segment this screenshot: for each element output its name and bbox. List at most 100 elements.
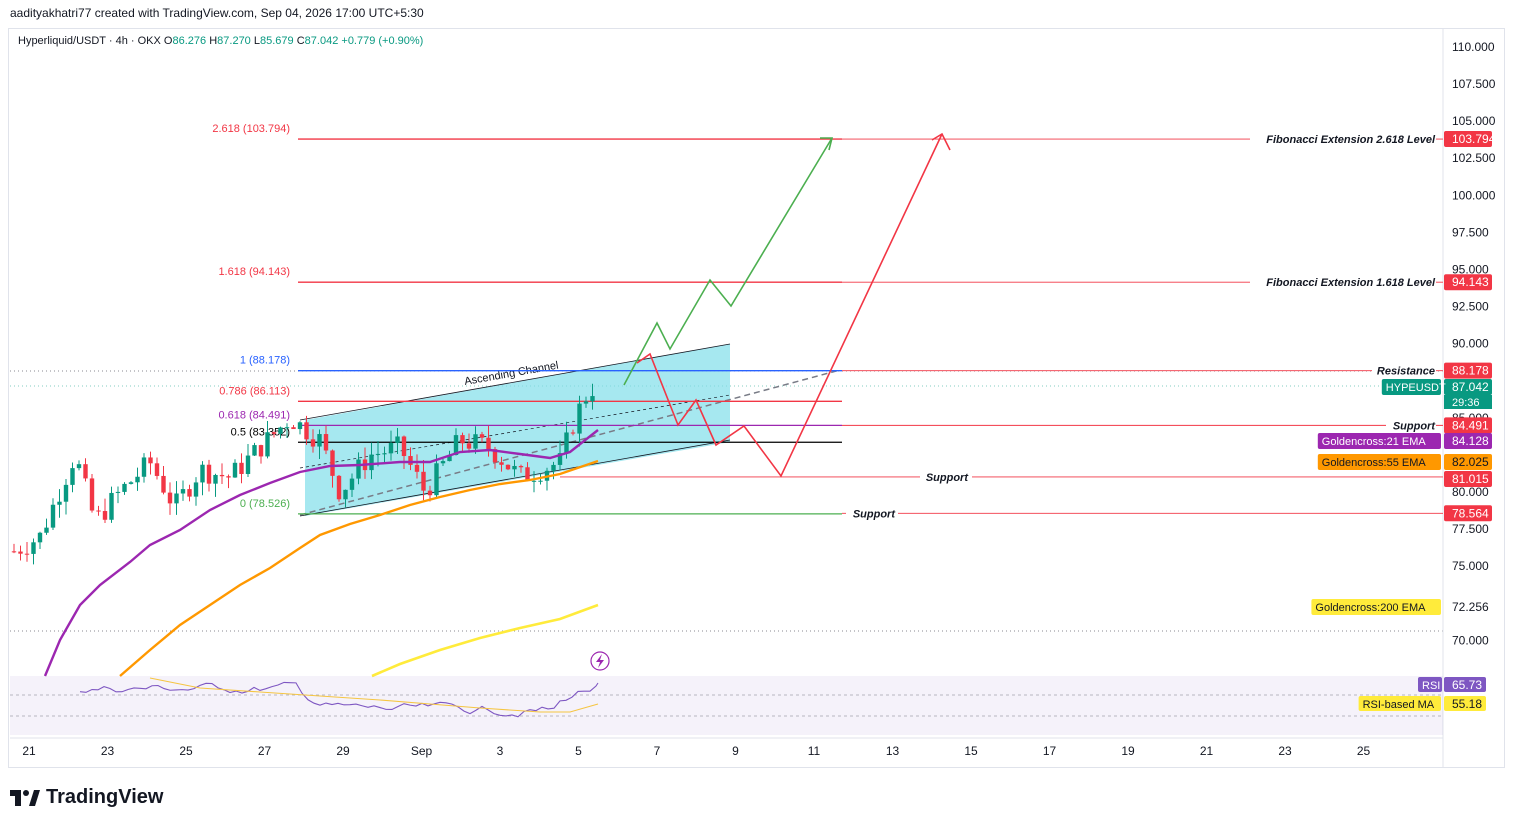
price-tag — [1444, 471, 1492, 487]
fib-level-label: 0 (78.526) — [240, 498, 290, 510]
candle-body — [499, 462, 504, 465]
candle-body — [388, 442, 394, 454]
tradingview-logo[interactable]: TradingView — [10, 786, 163, 809]
candle-body — [401, 436, 407, 457]
candle-body — [252, 445, 257, 456]
time-tick-label: 9 — [732, 744, 739, 758]
candle-body — [278, 427, 283, 434]
close-label: C — [296, 35, 305, 47]
rsi-ma-line — [149, 677, 599, 713]
price-tag-label: 81.015 — [1452, 472, 1489, 486]
low-label: L — [253, 35, 260, 47]
candle-body — [258, 445, 264, 457]
candle-body — [141, 457, 147, 477]
candle-body — [310, 439, 316, 447]
candle-body — [570, 432, 576, 434]
price-tag — [1444, 379, 1492, 395]
price-tag — [1444, 433, 1492, 449]
indicator-name-tag — [1311, 599, 1441, 615]
price-tag-label: 87.042 — [1452, 380, 1489, 394]
candle-body — [583, 401, 589, 404]
channel-lower-line — [299, 439, 731, 517]
rsi-ma-value-tag — [1444, 696, 1486, 711]
candle-body — [330, 450, 335, 476]
candle-body — [453, 435, 459, 455]
candle-body — [122, 483, 127, 492]
candle-body — [505, 464, 511, 470]
price-tag-label: 88.178 — [1452, 364, 1489, 378]
candle-body — [440, 461, 446, 464]
candle-body — [304, 422, 309, 440]
candle-body — [18, 551, 23, 554]
candle-body — [63, 484, 69, 502]
candle-body — [174, 493, 179, 504]
candle-body — [590, 396, 595, 402]
candle-body — [128, 482, 134, 484]
candle-body — [323, 434, 329, 451]
candle-body — [297, 422, 303, 430]
candle-body — [434, 463, 439, 496]
symbol-name[interactable]: Hyperliquid/USDT · 4h · OKX — [18, 35, 161, 47]
time-tick-label: 19 — [1121, 744, 1135, 758]
price-tag-label: 84.491 — [1452, 418, 1489, 432]
candle-body — [557, 453, 563, 465]
candle-body — [408, 456, 413, 465]
indicator-name-label: HYPEUSDT — [1386, 382, 1446, 394]
candle-body — [115, 491, 121, 493]
time-tick-label: Sep — [411, 744, 433, 758]
time-tick-label: 3 — [497, 744, 504, 758]
fib-level-label: 2.618 (103.794) — [212, 123, 290, 135]
time-tick-label: 5 — [575, 744, 582, 758]
candle-body — [291, 427, 296, 430]
time-tick-label: 17 — [1043, 744, 1057, 758]
candle-body — [414, 464, 420, 472]
candle-body — [213, 474, 218, 484]
rsi-value: 65.73 — [1452, 678, 1482, 692]
candle-body — [102, 511, 108, 520]
price-tag-label: 78.564 — [1452, 506, 1489, 520]
candle-body — [427, 490, 433, 496]
countdown-label: 29:36 — [1452, 397, 1480, 409]
ema200-line — [371, 603, 599, 678]
candle-body — [24, 553, 30, 555]
time-tick-label: 29 — [336, 744, 350, 758]
price-tick-label: 100.000 — [1452, 188, 1496, 202]
time-tick-label: 21 — [22, 744, 36, 758]
indicator-name-tag — [1317, 454, 1441, 470]
price-tick-label: 90.000 — [1452, 337, 1489, 351]
candle-body — [161, 475, 166, 493]
label-bg — [920, 468, 972, 485]
bullish-projection-arrowhead — [820, 137, 834, 151]
candle-body — [395, 436, 400, 443]
candle-body — [135, 476, 140, 483]
candle-body — [531, 480, 537, 482]
channel-mid-dashed — [299, 369, 841, 516]
candle-body — [89, 478, 95, 511]
support-label: Support — [926, 472, 969, 484]
candle-body — [76, 464, 82, 469]
price-tick-label: 92.500 — [1452, 300, 1489, 314]
rsi-value-tag — [1444, 677, 1486, 692]
price-tag — [1444, 505, 1492, 522]
price-tag-label: 72.256 — [1452, 600, 1489, 614]
price-tick-label: 77.500 — [1452, 522, 1489, 536]
candle-body — [70, 468, 75, 485]
candle-body — [148, 457, 153, 464]
label-bg — [1372, 362, 1436, 379]
price-tick-label: 110.000 — [1452, 40, 1495, 54]
candle-body — [551, 464, 556, 471]
price-tick-label: 107.500 — [1452, 77, 1496, 91]
fib-level-label: 1 (88.178) — [240, 355, 290, 367]
lightning-glyph — [596, 654, 604, 668]
indicator-name-label: Goldencross:55 EMA — [1322, 457, 1427, 469]
candle-body — [44, 527, 49, 533]
low-value: 85.679 — [260, 35, 294, 47]
time-tick-label: 21 — [1200, 744, 1214, 758]
candle-body — [226, 476, 231, 478]
chart-frame — [8, 28, 1505, 768]
candle-body — [200, 464, 205, 483]
candle-body — [473, 434, 478, 449]
candle-body — [31, 542, 36, 554]
candle-body — [460, 435, 465, 444]
